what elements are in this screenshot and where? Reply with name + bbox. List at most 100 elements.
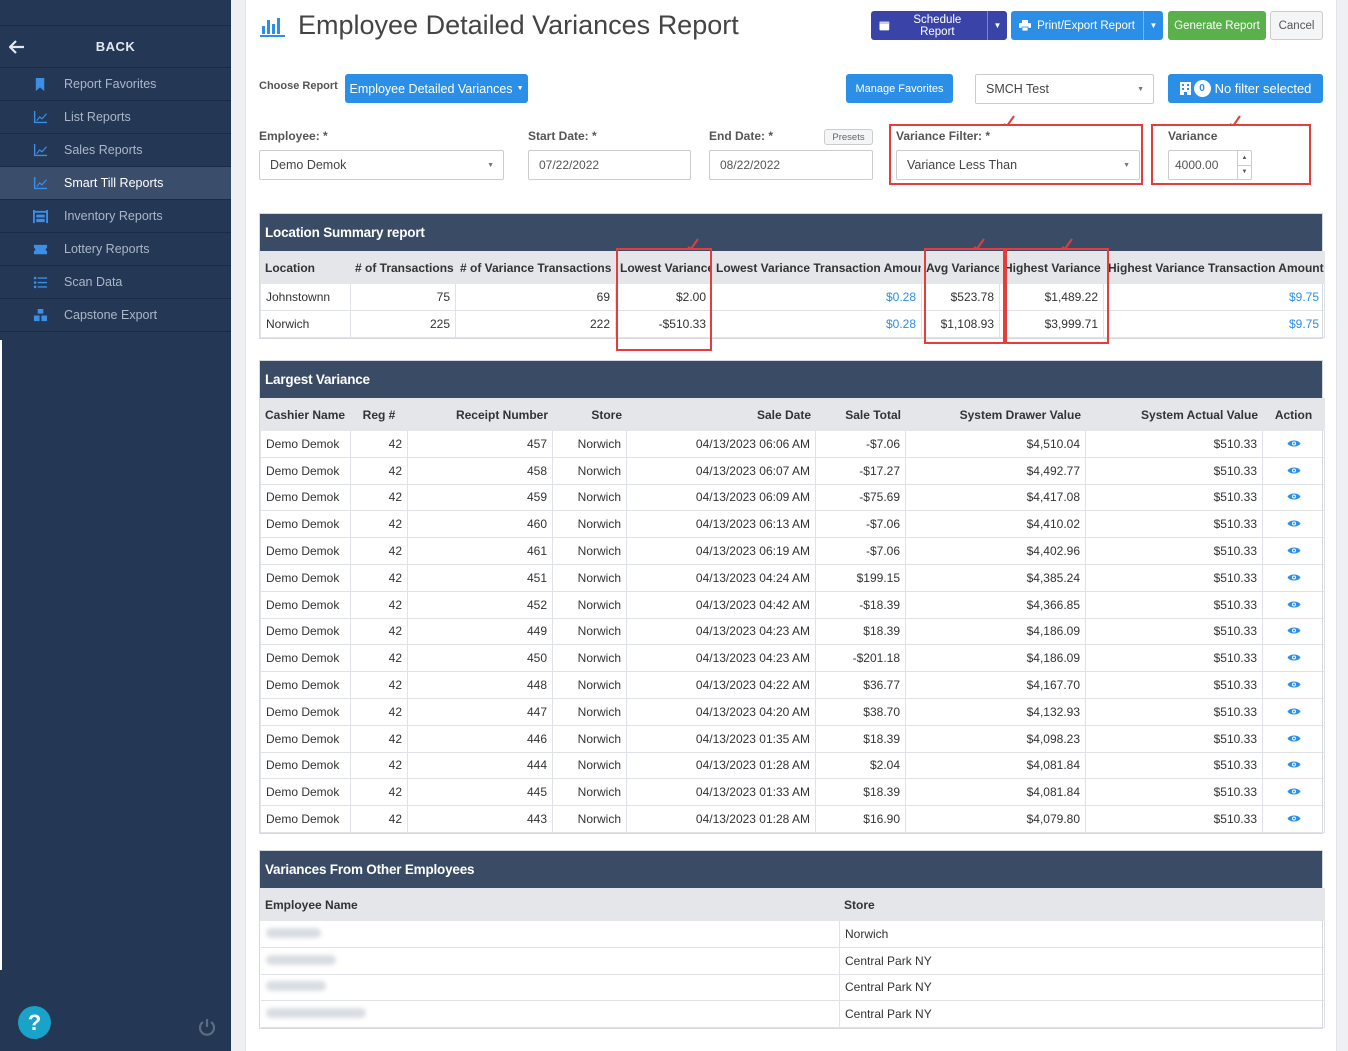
eye-icon[interactable] [1287, 624, 1301, 634]
sidebar-item-smart-till-reports[interactable]: Smart Till Reports [0, 167, 231, 200]
sidebar-item-scan-data[interactable]: Scan Data [0, 266, 231, 299]
transaction-link[interactable]: $0.28 [711, 309, 922, 338]
end-date-input[interactable]: 08/22/2022 [709, 150, 873, 180]
table-cell: $36.77 [815, 671, 906, 699]
eye-icon[interactable] [1287, 490, 1301, 500]
eye-icon[interactable] [1287, 758, 1301, 768]
caret-down-icon[interactable]: ▼ [1143, 11, 1163, 40]
filter-label: No filter selected [1214, 81, 1312, 96]
table-row: Demo Demok 42 458 Norwich 04/13/2023 06:07 A… [260, 456, 1325, 485]
sidebar-item-sales-reports[interactable]: Sales Reports [0, 134, 231, 167]
table-cell: 04/13/2023 01:33 AM [626, 778, 816, 807]
column-header[interactable]: Sale Date [626, 398, 816, 431]
eye-icon[interactable] [1287, 678, 1301, 688]
table-cell: -$7.06 [815, 430, 906, 458]
variance-filter-value: Variance Less Than [907, 158, 1018, 172]
column-header[interactable]: Sale Total [815, 398, 906, 431]
table-cell: $510.33 [1085, 778, 1263, 807]
column-header[interactable]: Lowest Variance Transaction Amount [711, 251, 922, 284]
presets-button[interactable]: Presets [824, 129, 873, 145]
location-summary-table: Location # of Transactions # of Variance T… [260, 251, 1325, 338]
caret-down-icon[interactable]: ▼ [987, 11, 1007, 40]
column-header[interactable]: Store [839, 888, 1325, 921]
store-select[interactable]: SMCH Test ▼ [975, 74, 1154, 104]
table-cell: 42 [350, 751, 408, 780]
eye-icon[interactable] [1287, 517, 1301, 527]
location-summary-title: Location Summary report [260, 214, 1322, 251]
table-row: Norwich 225 222 -$510.33 $0.28 $1,108.93 $3,99… [260, 309, 1325, 338]
table-cell: $4,186.09 [905, 617, 1086, 646]
schedule-report-button[interactable]: Schedule Report ▼ [871, 11, 1007, 40]
spinner-up-icon[interactable]: ▲ [1238, 151, 1251, 166]
column-header[interactable]: Receipt Number [407, 398, 553, 431]
table-cell: -$17.27 [815, 456, 906, 485]
column-header[interactable]: Employee Name [260, 888, 840, 921]
column-header[interactable]: Reg # [350, 398, 408, 431]
sidebar-item-report-favorites[interactable]: Report Favorites [0, 68, 231, 101]
column-header[interactable]: Highest Variance [999, 251, 1104, 284]
sidebar-item-label: Capstone Export [64, 308, 158, 322]
table-cell: Demo Demok [260, 430, 351, 458]
column-header[interactable]: System Drawer Value [905, 398, 1086, 431]
table-row: Demo Demok 42 449 Norwich 04/13/2023 04:23 A… [260, 617, 1325, 646]
column-header[interactable]: Location [260, 251, 351, 284]
table-cell: 42 [350, 644, 408, 673]
sidebar-item-capstone-export[interactable]: Capstone Export [0, 299, 231, 332]
cancel-button[interactable]: Cancel [1270, 11, 1323, 40]
employee-select[interactable]: Demo Demok ▼ [259, 150, 504, 180]
eye-icon[interactable] [1287, 464, 1301, 474]
number-spinner[interactable]: ▲ ▼ [1237, 151, 1251, 179]
eye-icon[interactable] [1287, 598, 1301, 608]
sidebar-item-list-reports[interactable]: List Reports [0, 101, 231, 134]
column-header[interactable]: Lowest Variance [615, 251, 712, 284]
eye-icon[interactable] [1287, 437, 1301, 447]
eye-icon[interactable] [1287, 544, 1301, 554]
transaction-link[interactable]: $9.75 [1103, 283, 1325, 311]
eye-icon[interactable] [1287, 571, 1301, 581]
redacted-name [265, 927, 321, 938]
ticket-icon [0, 242, 64, 257]
column-header[interactable]: # of Transactions [350, 251, 456, 284]
variance-input[interactable]: 4000.00 ▲ ▼ [1168, 150, 1252, 180]
column-header[interactable]: Action [1262, 398, 1325, 431]
eye-icon[interactable] [1287, 785, 1301, 795]
table-cell: $510.33 [1085, 456, 1263, 485]
filter-button[interactable]: 0 No filter selected [1168, 74, 1323, 103]
action-cell [1262, 510, 1325, 539]
eye-icon[interactable] [1287, 812, 1301, 822]
table-cell: 450 [407, 644, 553, 673]
generate-report-button[interactable]: Generate Report [1168, 11, 1266, 40]
table-cell: $510.33 [1085, 510, 1263, 539]
manage-favorites-button[interactable]: Manage Favorites [846, 74, 953, 103]
column-header[interactable]: # of Variance Transactions [455, 251, 616, 284]
transaction-link[interactable]: $9.75 [1103, 309, 1325, 338]
choose-report-dropdown[interactable]: Employee Detailed Variances ▼ [345, 74, 528, 103]
column-header[interactable]: Store [552, 398, 627, 431]
print-export-button[interactable]: Print/Export Report ▼ [1011, 11, 1163, 40]
table-cell: 42 [350, 805, 408, 833]
action-cell [1262, 563, 1325, 592]
back-button[interactable]: BACK [0, 26, 231, 68]
column-header[interactable]: Highest Variance Transaction Amount [1103, 251, 1325, 284]
spinner-down-icon[interactable]: ▼ [1241, 169, 1248, 176]
help-icon[interactable]: ? [18, 1006, 51, 1039]
table-cell: $4,492.77 [905, 456, 1086, 485]
eye-icon[interactable] [1287, 732, 1301, 742]
column-header[interactable]: Cashier Name [260, 398, 351, 431]
transaction-link[interactable]: $0.28 [711, 283, 922, 311]
table-cell: 04/13/2023 01:35 AM [626, 724, 816, 753]
column-header[interactable]: System Actual Value [1085, 398, 1263, 431]
column-header[interactable]: Avg Variance [921, 251, 1000, 284]
eye-icon[interactable] [1287, 651, 1301, 661]
sidebar-item-inventory-reports[interactable]: Inventory Reports [0, 200, 231, 233]
sidebar-item-lottery-reports[interactable]: Lottery Reports [0, 233, 231, 266]
variance-filter-select[interactable]: Variance Less Than ▼ [896, 150, 1140, 180]
sidebar-top [0, 0, 231, 26]
table-cell: Norwich [552, 778, 627, 807]
redacted-name [265, 954, 336, 965]
power-icon[interactable] [196, 1016, 218, 1038]
action-cell [1262, 590, 1325, 619]
table-cell: Norwich [552, 697, 627, 726]
eye-icon[interactable] [1287, 705, 1301, 715]
start-date-input[interactable]: 07/22/2022 [528, 150, 691, 180]
